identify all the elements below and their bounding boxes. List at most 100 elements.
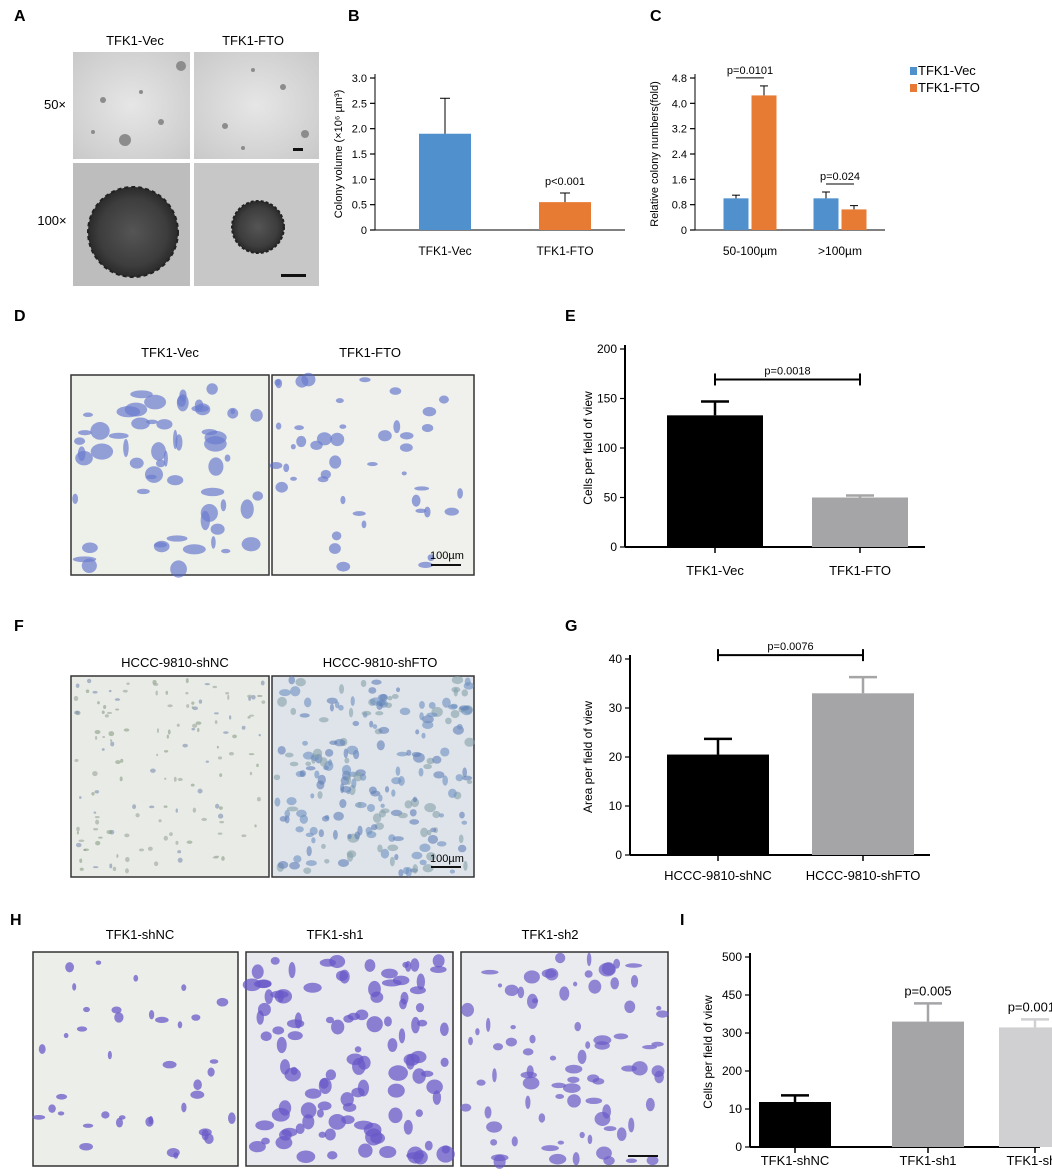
y-tick-label: 0 xyxy=(681,225,687,237)
bar xyxy=(892,1021,964,1147)
y-tick-label: 0 xyxy=(361,225,367,237)
bar xyxy=(723,198,749,230)
micrograph-a-fto-50x xyxy=(194,52,319,159)
y-tick-label: 1.5 xyxy=(352,149,367,161)
x-tick-label: TFK1-shNC xyxy=(761,1153,830,1168)
panel-a-label-vec: TFK1-Vec xyxy=(106,33,164,48)
bar xyxy=(841,209,867,230)
y-tick-label: 2.0 xyxy=(352,124,367,136)
x-tick-label: TFK1-Vec xyxy=(418,244,471,258)
p-value-label: p=0.0101 xyxy=(727,65,773,77)
y-tick-label: 0 xyxy=(610,540,617,554)
panel-f-scalebar: 100µm xyxy=(430,853,464,865)
x-tick-label: TFK1-FTO xyxy=(829,563,891,578)
panel-d-scalebar: 100µm xyxy=(430,550,464,562)
bar xyxy=(813,198,839,230)
y-tick-label: 2.4 xyxy=(672,149,687,161)
micrograph-d-fto xyxy=(271,374,475,576)
y-tick-label: 40 xyxy=(609,652,623,666)
legend-swatch xyxy=(910,84,917,92)
y-tick-label: 0 xyxy=(615,848,622,862)
y-tick-label: 2.5 xyxy=(352,98,367,110)
y-tick-label: 150 xyxy=(597,392,617,406)
y-tick-label: 200 xyxy=(722,1064,742,1078)
y-tick-label: 500 xyxy=(722,950,742,964)
x-tick-label: TFK1-Vec xyxy=(686,563,744,578)
y-axis-title: Cells per field of view xyxy=(701,995,715,1109)
panel-a-micrographs xyxy=(73,52,319,286)
p-value-label: p=0.024 xyxy=(820,171,860,183)
y-tick-label: 30 xyxy=(609,701,623,715)
y-tick-label: 3.2 xyxy=(672,124,687,136)
panel-d-label-vec: TFK1-Vec xyxy=(141,345,199,360)
chart-g-area-per-field: 0 10 20 30 40 Area per field of view HCCC-9810… xyxy=(581,641,930,883)
y-tick-label: 10 xyxy=(609,799,623,813)
y-axis-title: Cells per field of view xyxy=(581,391,595,505)
bar xyxy=(759,1102,831,1147)
panel-a-row-50x: 50× xyxy=(43,97,67,112)
micrograph-a-vec-50x xyxy=(73,52,190,159)
x-tick-label: HCCC-9810-shFTO xyxy=(806,868,921,883)
y-tick-label: 100 xyxy=(597,441,617,455)
x-tick-label: TFK1-sh1 xyxy=(899,1153,956,1168)
panel-letter-e: E xyxy=(565,308,576,325)
bar xyxy=(812,693,914,855)
y-tick-label: 300 xyxy=(722,1026,742,1040)
chart-b-colony-volume: 0 0.5 1.0 1.5 2.0 2.5 3.0 Colony volume (×10⁶ µ… xyxy=(333,73,625,258)
chart-c-relative-colony: 0 0.8 1.6 2.4 3.2 4.0 4.8 Relative colony numbe… xyxy=(649,63,980,258)
bar xyxy=(812,497,908,547)
panel-letter-i: I xyxy=(680,912,685,929)
y-tick-label: 0.8 xyxy=(672,200,687,212)
y-axis-title: Area per field of view xyxy=(581,701,595,813)
y-tick-label: 50 xyxy=(604,491,618,505)
x-tick-label: >100µm xyxy=(818,244,862,258)
panel-h-label-sh1: TFK1-sh1 xyxy=(306,927,364,942)
bar xyxy=(539,202,591,230)
p-value-label: p=0.005 xyxy=(904,983,951,998)
panel-f-label-shfto: HCCC-9810-shFTO xyxy=(322,655,438,670)
y-tick-label: 0 xyxy=(735,1140,742,1154)
panel-letter-f: F xyxy=(14,618,24,635)
p-value-label: p=0.0018 xyxy=(764,365,810,377)
y-tick-label: 3.0 xyxy=(352,73,367,85)
y-tick-label: 20 xyxy=(609,750,623,764)
y-tick-label: 200 xyxy=(597,342,617,356)
legend-label: TFK1-Vec xyxy=(918,63,976,78)
micrograph-f-shnc xyxy=(70,675,270,878)
bar xyxy=(667,415,763,547)
panel-letter-b: B xyxy=(348,8,360,25)
chart-i-cells-per-field: 0 10 200 300 450 500 Cells per field of view TF… xyxy=(701,950,1052,1168)
bar xyxy=(751,95,777,230)
panel-letter-d: D xyxy=(14,308,26,325)
x-tick-label: TFK1-sh2 xyxy=(1006,1153,1052,1168)
panel-letter-g: G xyxy=(565,618,578,635)
micrograph-d-vec xyxy=(70,374,270,576)
panel-letter-a: A xyxy=(14,8,26,25)
y-tick-label: 1.6 xyxy=(672,174,687,186)
p-value-label: p=0.0076 xyxy=(767,641,813,653)
y-tick-label: 1.0 xyxy=(352,174,367,186)
panel-h-micrographs xyxy=(32,951,669,1169)
panel-a-label-fto: TFK1-FTO xyxy=(222,33,284,48)
panel-a-row-100x: 100× xyxy=(37,213,67,228)
y-tick-label: 4.8 xyxy=(672,73,687,85)
p-value-label: p=0.0018 xyxy=(1008,999,1052,1014)
y-axis-title: Relative colony numbers(fold) xyxy=(649,81,661,227)
panel-d-label-fto: TFK1-FTO xyxy=(339,345,401,360)
x-tick-label: TFK1-FTO xyxy=(536,244,593,258)
y-axis-title: Colony volume (×10⁶ µm³) xyxy=(333,90,345,219)
panel-letter-c: C xyxy=(650,8,662,25)
bar xyxy=(667,754,769,855)
panel-d-micrographs xyxy=(70,372,475,578)
legend-label: TFK1-FTO xyxy=(918,80,980,95)
x-tick-label: 50-100µm xyxy=(723,244,777,258)
panel-h-label-sh2: TFK1-sh2 xyxy=(521,927,579,942)
legend-swatch xyxy=(910,67,917,75)
y-tick-label: 450 xyxy=(722,988,742,1002)
y-tick-label: 4.0 xyxy=(672,98,687,110)
panel-f-micrographs xyxy=(70,675,475,878)
x-tick-label: HCCC-9810-shNC xyxy=(664,868,772,883)
y-tick-label: 0.5 xyxy=(352,200,367,212)
bar xyxy=(419,133,471,230)
p-value-label: p<0.001 xyxy=(545,176,585,188)
